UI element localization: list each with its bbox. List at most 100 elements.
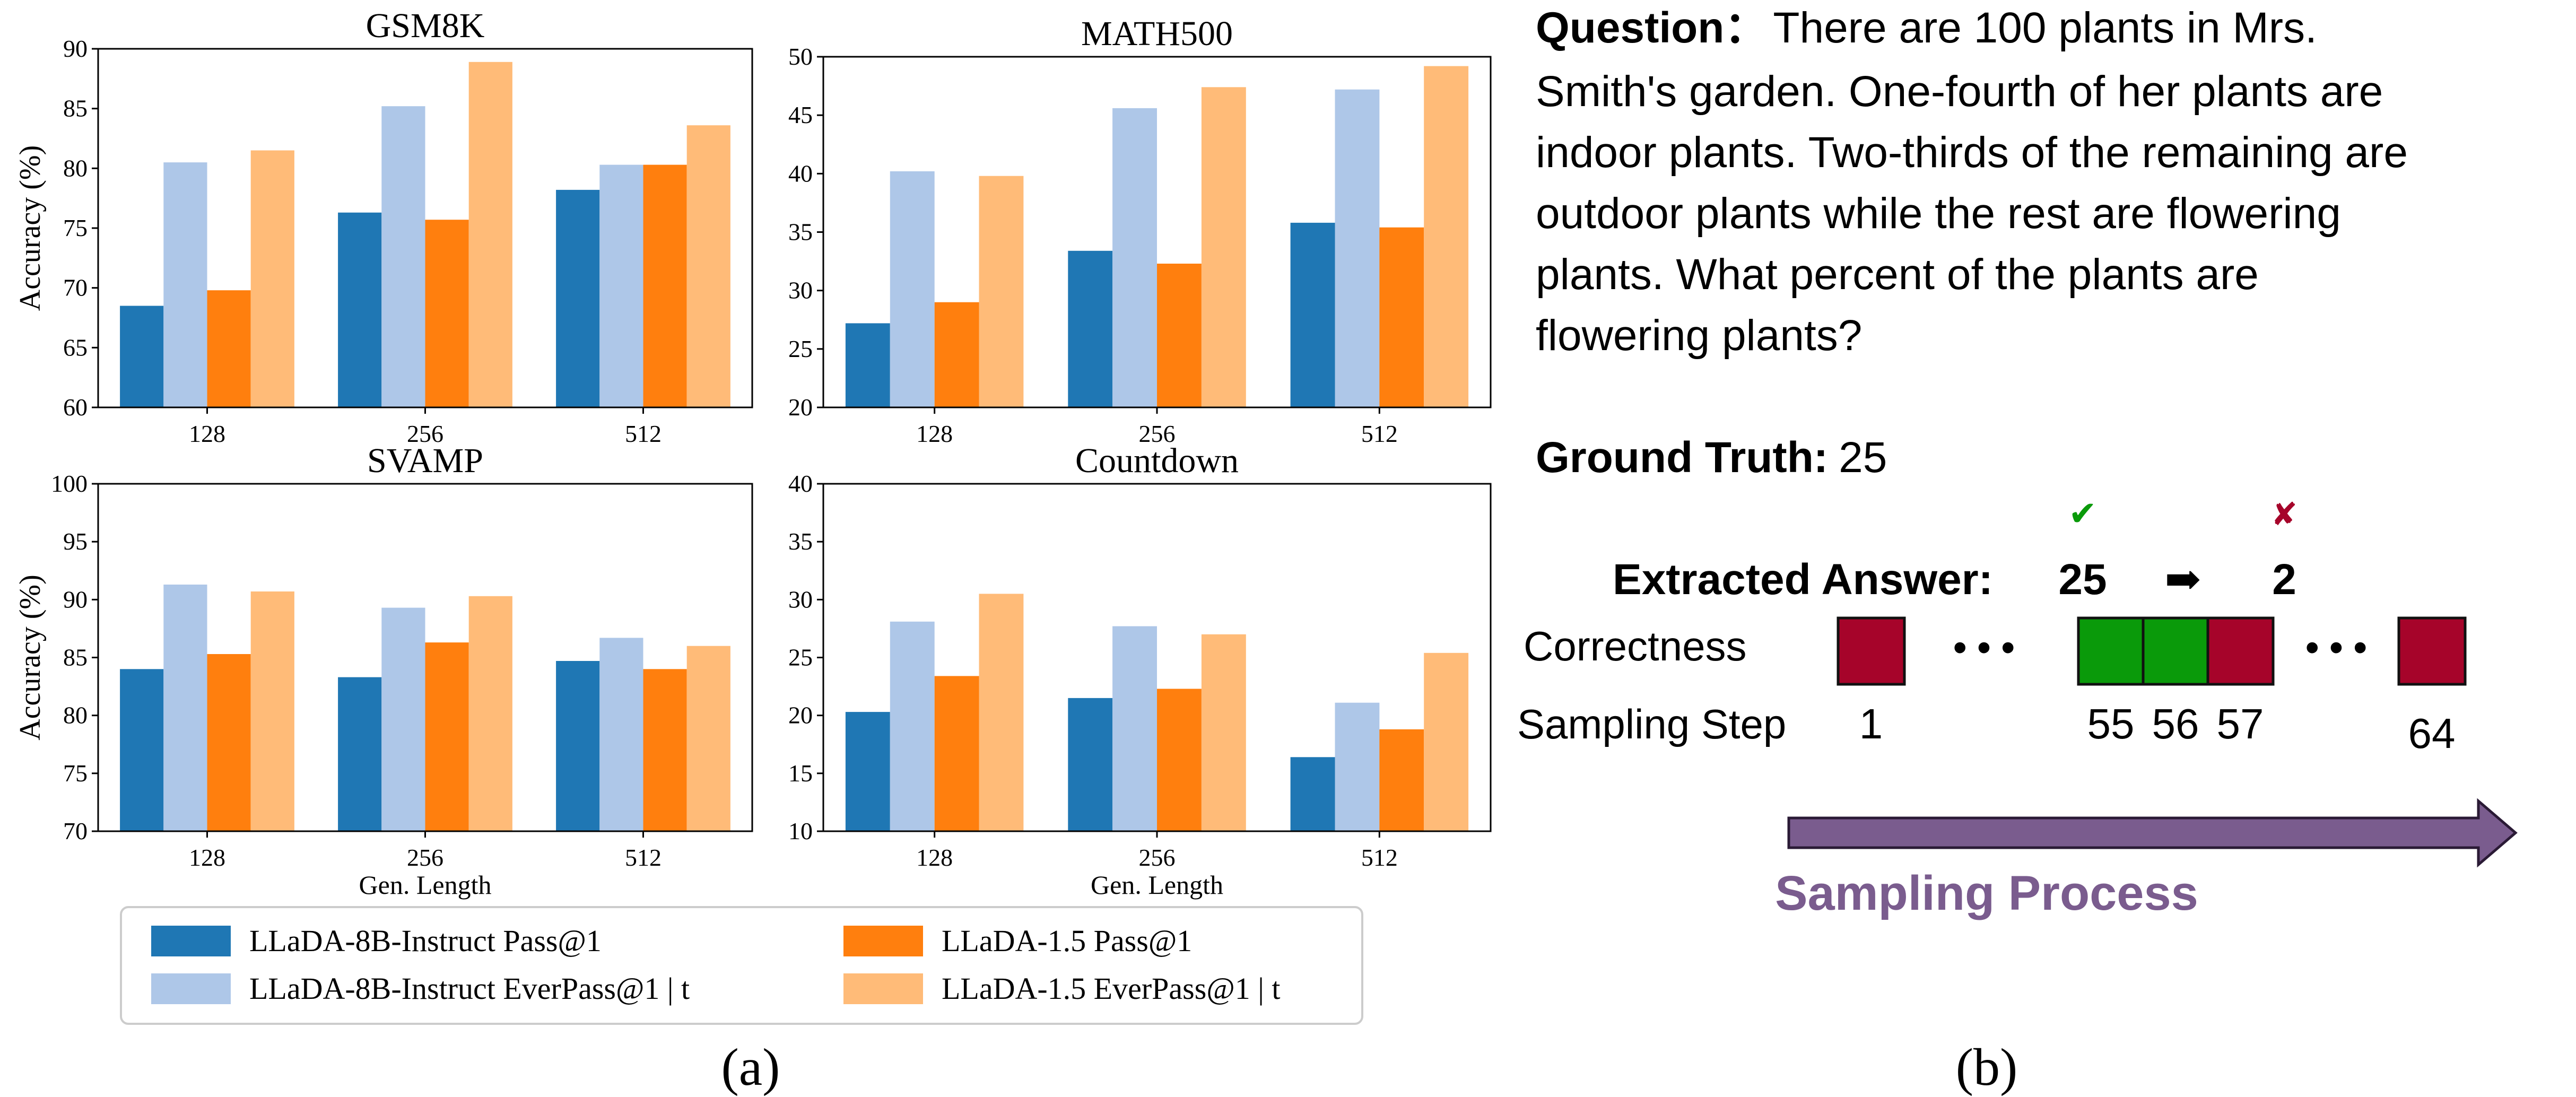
legend-label-llada15-ever: LLaDA-1.5 EverPass@1 | t: [942, 971, 1280, 1006]
bar-countdown-256-llada-1-5-pass-1: [1157, 689, 1202, 831]
bar-countdown-128-llada-1-5-pass-1: [934, 676, 979, 831]
y-tick-label-math500-20: 20: [788, 394, 813, 421]
y-tick-label-countdown-40: 40: [788, 470, 813, 497]
x-tick-label-math500-128: 128: [916, 420, 953, 447]
ground-truth: Ground Truth: 25: [1536, 433, 1887, 482]
bar-math500-128-llada-8b-instruct-everpass-1-t: [890, 171, 935, 407]
legend-label-llada8b-ever: LLaDA-8B-Instruct EverPass@1 | t: [249, 971, 690, 1006]
x-tick-label-svamp-512: 512: [625, 844, 662, 871]
bar-math500-512-llada-8b-instruct-pass-1: [1290, 222, 1335, 407]
x-tick-label-gsm8k-256: 256: [407, 420, 443, 447]
bar-svamp-256-llada-8b-instruct-pass-1: [338, 677, 382, 831]
x-tick-label-svamp-256: 256: [407, 844, 443, 871]
question-line-4: outdoor plants while the rest are flower…: [1536, 189, 2341, 238]
extracted-answer-from: 25: [2058, 555, 2107, 604]
sampling-step-label: Sampling Step: [1517, 701, 1786, 747]
question-line-5: plants. What percent of the plants are: [1536, 250, 2259, 299]
question-line-2: Smith's garden. One-fourth of her plants…: [1536, 67, 2383, 116]
arrow-right-icon: ➡: [2165, 555, 2201, 604]
bar-countdown-512-llada-1-5-pass-1: [1379, 729, 1424, 831]
correctness-box-step-57: [2206, 616, 2275, 686]
question-colon: ：: [1724, 4, 1768, 52]
bar-gsm8k-256-llada-8b-instruct-pass-1: [338, 212, 382, 407]
bar-math500-512-llada-1-5-pass-1: [1379, 227, 1424, 407]
y-tick-label-gsm8k-65: 65: [63, 334, 88, 361]
question-line-3: indoor plants. Two-thirds of the remaini…: [1536, 128, 2408, 177]
bar-svamp-256-llada-1-5-everpass-1-t: [468, 596, 512, 831]
ground-truth-label: Ground Truth:: [1536, 433, 1828, 482]
question-label: Question: [1536, 4, 1724, 52]
bar-svamp-512-llada-1-5-pass-1: [643, 669, 687, 831]
charts-panel-a: 128 256 512 60 65 70 75 80 85 90 GSM8K Accuracy (%)…: [14, 6, 1492, 900]
bar-gsm8k-256-llada-8b-instruct-everpass-1-t: [381, 106, 425, 407]
y-tick-label-countdown-20: 20: [788, 702, 813, 729]
bar-countdown-128-llada-8b-instruct-pass-1: [845, 712, 890, 831]
chart-gsm8k: 128 256 512 60 65 70 75 80 85 90 GSM8K Accuracy (%): [14, 6, 753, 447]
bar-gsm8k-512-llada-1-5-pass-1: [643, 164, 687, 407]
chart-title-gsm8k: GSM8K: [366, 6, 485, 45]
chart-title-countdown: Countdown: [1075, 441, 1239, 480]
caption-b: (b): [1956, 1038, 2018, 1096]
y-tick-label-math500-30: 30: [788, 277, 813, 304]
x-tick-label-gsm8k-512: 512: [625, 420, 662, 447]
x-tick-label-countdown-512: 512: [1361, 844, 1398, 871]
legend-swatch-llada8b-ever: [151, 973, 231, 1004]
legend-label-llada8b-pass: LLaDA-8B-Instruct Pass@1: [249, 924, 602, 958]
y-axis-label-gsm8k: Accuracy (%): [14, 145, 47, 311]
x-tick-label-math500-512: 512: [1361, 420, 1398, 447]
y-tick-label-countdown-15: 15: [788, 760, 813, 787]
correctness-box-step-64: [2397, 616, 2467, 686]
legend-swatch-llada8b-pass: [151, 926, 231, 956]
y-tick-label-svamp-95: 95: [63, 528, 88, 555]
bar-svamp-256-llada-1-5-pass-1: [425, 642, 469, 831]
bar-countdown-128-llada-1-5-everpass-1-t: [979, 594, 1024, 831]
bar-gsm8k-256-llada-1-5-everpass-1-t: [468, 62, 512, 408]
x-tick-label-countdown-128: 128: [916, 844, 953, 871]
bar-math500-256-llada-1-5-pass-1: [1157, 264, 1202, 407]
correctness-box-step-55: [2077, 616, 2145, 686]
step-label-64: 64: [2408, 710, 2456, 757]
caption-a: (a): [721, 1038, 780, 1096]
bar-math500-128-llada-1-5-pass-1: [934, 302, 979, 407]
y-tick-label-svamp-90: 90: [63, 586, 88, 613]
x-axis-label-svamp: Gen. Length: [359, 870, 492, 900]
y-tick-label-math500-35: 35: [788, 219, 813, 246]
cross-mark-icon: ✘: [2271, 497, 2297, 532]
ellipsis-left: • • •: [1953, 626, 2015, 669]
bar-gsm8k-128-llada-8b-instruct-everpass-1-t: [163, 162, 207, 407]
bar-svamp-512-llada-1-5-everpass-1-t: [686, 646, 730, 831]
bar-math500-256-llada-8b-instruct-everpass-1-t: [1112, 108, 1157, 407]
bar-svamp-512-llada-8b-instruct-pass-1: [556, 661, 600, 831]
legend-swatch-llada15-pass: [843, 926, 923, 956]
chart-title-svamp: SVAMP: [367, 441, 483, 480]
correctness-box-step-56: [2142, 616, 2209, 686]
y-tick-label-gsm8k-60: 60: [63, 394, 88, 421]
legend: LLaDA-8B-Instruct Pass@1 LLaDA-1.5 Pass@…: [120, 906, 1363, 1025]
correctness-box-step-1: [1837, 616, 1906, 686]
extracted-answer-label: Extracted Answer:: [1613, 555, 1993, 604]
ground-truth-value: 25: [1839, 433, 1887, 482]
y-tick-label-countdown-30: 30: [788, 586, 813, 613]
sampling-process-arrow: [1787, 798, 2518, 868]
bar-svamp-128-llada-8b-instruct-everpass-1-t: [163, 585, 207, 831]
question-line-6: flowering plants?: [1536, 311, 1862, 360]
bar-math500-512-llada-8b-instruct-everpass-1-t: [1335, 89, 1380, 407]
y-tick-label-gsm8k-80: 80: [63, 154, 88, 181]
chart-math500: 128 256 512 20 25 30 35 40 45 50 MATH500: [788, 14, 1492, 447]
bar-svamp-512-llada-8b-instruct-everpass-1-t: [599, 638, 643, 831]
question-text-1: There are 100 plants in Mrs.: [1773, 4, 2317, 52]
y-tick-label-svamp-80: 80: [63, 702, 88, 729]
bar-countdown-128-llada-8b-instruct-everpass-1-t: [890, 621, 935, 831]
bar-countdown-512-llada-8b-instruct-everpass-1-t: [1335, 702, 1380, 831]
x-axis-label-countdown: Gen. Length: [1091, 870, 1223, 900]
step-label-56: 56: [2152, 700, 2199, 747]
x-tick-label-svamp-128: 128: [189, 844, 225, 871]
question-line-1: Question： There are 100 plants in Mrs.: [1536, 4, 2317, 52]
bar-math500-512-llada-1-5-everpass-1-t: [1424, 66, 1469, 408]
bar-svamp-128-llada-8b-instruct-pass-1: [120, 669, 164, 831]
step-label-1: 1: [1859, 700, 1883, 747]
y-tick-label-gsm8k-75: 75: [63, 214, 88, 241]
y-tick-label-gsm8k-70: 70: [63, 274, 88, 301]
legend-frame: [120, 906, 1363, 1025]
